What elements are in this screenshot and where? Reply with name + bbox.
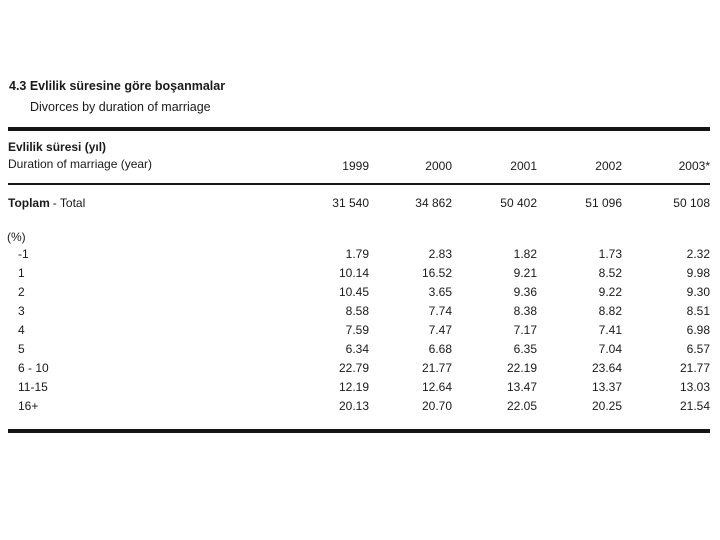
table-cell: 8.38 [513, 304, 537, 318]
table-cell: 21.77 [421, 361, 452, 375]
table-cell: 3.65 [428, 285, 452, 299]
table-cell: 20.13 [338, 399, 369, 413]
table-bottom-rule [8, 429, 710, 433]
table-cell: 7.59 [345, 323, 369, 337]
table-cell: 12.64 [421, 380, 452, 394]
table-row: 16+ 20.13 20.70 22.05 20.25 21.54 [8, 397, 710, 416]
table-cell: 8.51 [686, 304, 710, 318]
row-label: 4 [18, 323, 25, 337]
table-row: 2 10.45 3.65 9.36 9.22 9.30 [8, 283, 710, 302]
table-cell: 7.17 [513, 323, 537, 337]
row-label: 3 [18, 304, 25, 318]
table-title-turkish: 4.3 Evlilik süresine göre boşanmalar [9, 79, 226, 93]
percent-section-label: (%) [7, 230, 26, 244]
table-title-english: Divorces by duration of marriage [30, 100, 211, 114]
table-header-rule [8, 183, 710, 185]
table-cell: 22.05 [506, 399, 537, 413]
row-label: 11-15 [18, 380, 48, 394]
table-row: -1 1.79 2.83 1.82 1.73 2.32 [8, 245, 710, 264]
row-label: 16+ [18, 399, 39, 413]
table-cell: 13.47 [506, 380, 537, 394]
table-row: 11-15 12.19 12.64 13.47 13.37 13.03 [8, 378, 710, 397]
table-cell: 22.79 [338, 361, 369, 375]
header-label-turkish: Evlilik süresi (yıl) [8, 140, 107, 154]
table-cell: 9.98 [686, 266, 710, 280]
table-cell: 8.52 [598, 266, 622, 280]
table-cell: 9.36 [513, 285, 537, 299]
total-value-2001: 50 402 [500, 196, 537, 210]
table-cell: 9.22 [598, 285, 622, 299]
table-row: 1 10.14 16.52 9.21 8.52 9.98 [8, 264, 710, 283]
row-label: 5 [18, 342, 25, 356]
table-cell: 2.83 [428, 247, 452, 261]
table-cell: 13.37 [591, 380, 622, 394]
row-label: -1 [18, 247, 29, 261]
table-header-row: Evlilik süresi (yıl) Duration of marriag… [8, 139, 710, 173]
table-cell: 10.45 [338, 285, 369, 299]
total-label-english: - Total [52, 196, 86, 210]
table-cell: 7.41 [598, 323, 622, 337]
table-cell: 8.58 [345, 304, 369, 318]
header-year-2002: 2002 [595, 159, 622, 173]
total-value-2002: 51 096 [585, 196, 622, 210]
table-cell: 16.52 [421, 266, 452, 280]
header-year-1999: 1999 [342, 159, 369, 173]
total-value-2003: 50 108 [673, 196, 710, 210]
table-cell: 6.34 [345, 342, 369, 356]
total-value-1999: 31 540 [332, 196, 369, 210]
table-cell: 10.14 [338, 266, 369, 280]
table-cell: 7.47 [428, 323, 452, 337]
table-cell: 2.32 [686, 247, 710, 261]
row-label: 6 - 10 [18, 361, 49, 375]
header-label-english: Duration of marriage (year) [8, 157, 153, 171]
table-cell: 22.19 [506, 361, 537, 375]
table-cell: 13.03 [679, 380, 710, 394]
row-label: 2 [18, 285, 25, 299]
total-value-2000: 34 862 [415, 196, 452, 210]
table-cell: 1.82 [513, 247, 537, 261]
table-row: 3 8.58 7.74 8.38 8.82 8.51 [8, 302, 710, 321]
table-row: 5 6.34 6.68 6.35 7.04 6.57 [8, 340, 710, 359]
total-label-turkish: Toplam [8, 196, 50, 210]
table-cell: 1.79 [345, 247, 369, 261]
table-row: 4 7.59 7.47 7.17 7.41 6.98 [8, 321, 710, 340]
header-duration-label: Evlilik süresi (yıl) Duration of marriag… [8, 139, 285, 173]
table-cell: 7.74 [428, 304, 452, 318]
table-top-rule [8, 127, 710, 131]
table-cell: 6.68 [428, 342, 452, 356]
table-cell: 23.64 [591, 361, 622, 375]
table-cell: 9.30 [686, 285, 710, 299]
total-row: Toplam - Total 31 540 34 862 50 402 51 09… [8, 196, 710, 210]
table-cell: 7.04 [598, 342, 622, 356]
table-cell: 20.25 [591, 399, 622, 413]
table-cell: 9.21 [513, 266, 537, 280]
table-cell: 1.73 [598, 247, 622, 261]
table-cell: 6.57 [686, 342, 710, 356]
table-body: -1 1.79 2.83 1.82 1.73 2.32 1 10.14 16.5… [8, 245, 710, 416]
row-label: 1 [18, 266, 25, 280]
table-cell: 20.70 [421, 399, 452, 413]
table-cell: 6.35 [513, 342, 537, 356]
table-cell: 21.54 [679, 399, 710, 413]
table-cell: 21.77 [679, 361, 710, 375]
total-label: Toplam - Total [8, 196, 285, 210]
table-cell: 6.98 [686, 323, 710, 337]
table-row: 6 - 10 22.79 21.77 22.19 23.64 21.77 [8, 359, 710, 378]
header-year-2000: 2000 [425, 159, 452, 173]
header-year-2003: 2003* [678, 159, 710, 173]
table-cell: 12.19 [338, 380, 369, 394]
header-year-2001: 2001 [510, 159, 537, 173]
table-cell: 8.82 [598, 304, 622, 318]
